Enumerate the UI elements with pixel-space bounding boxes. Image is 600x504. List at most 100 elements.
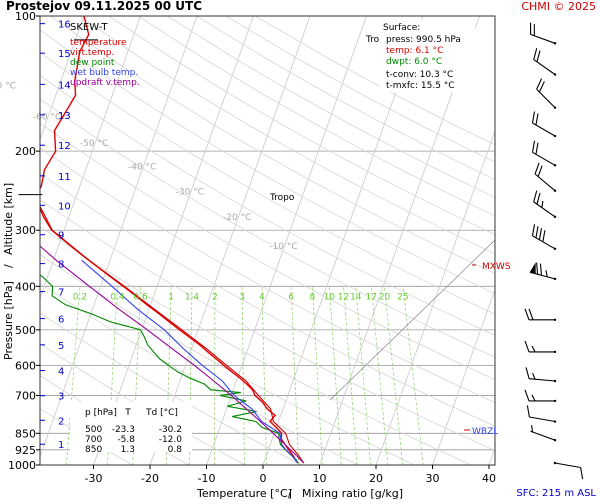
y-tick-label: 300 (15, 224, 36, 237)
mixing-ratio-line (356, 286, 371, 465)
wind-barb (525, 405, 558, 422)
freezing-guide-line (330, 240, 495, 400)
altitude-tick-label: 16 (58, 20, 71, 31)
mixing-ratio-label: 20 (379, 292, 391, 302)
altitude-tick-label: 9 (58, 231, 64, 242)
barb-flag (538, 264, 545, 276)
surface-title: Surface: (383, 23, 420, 33)
mixing-ratio-label: 1 (168, 292, 174, 302)
tropopause-label-upper: Tro (365, 35, 380, 45)
legend-updraft: updraft v.temp. (70, 78, 140, 88)
barb-half-flag (532, 346, 535, 352)
mixing-ratio-label: 0.2 (73, 292, 87, 302)
barb-flag (525, 367, 530, 378)
altitude-tick-label: 11 (58, 172, 71, 183)
barb-base (554, 380, 557, 383)
barb-base (554, 277, 557, 280)
x-axis-label: Temperature [°C] (196, 487, 292, 500)
table-head-p: p [hPa] (85, 408, 117, 418)
wind-barb (530, 191, 563, 219)
mixing-ratio-label: 8 (310, 292, 316, 302)
isotherm-label: -40 °C (128, 163, 156, 173)
chart-title: Prostejov 09.11.2025 00 UTC (6, 0, 202, 13)
y-axis-label: Pressure [hPa] (2, 281, 15, 360)
legend-virt-temp: virt.temp. (70, 48, 114, 58)
surface-tmxfc: t-mxfc: 15.5 °C (386, 81, 455, 91)
tropopause-label: Tropo (269, 193, 295, 203)
legend-title: SKEW-T (70, 22, 108, 33)
surface-tconv: t-conv: 10.3 °C (386, 70, 453, 80)
isotherm-label: -70 °C (0, 82, 16, 92)
mixing-ratio-label: 6 (288, 292, 294, 302)
mixing-ratio-line (242, 286, 244, 465)
barb-flag (525, 390, 529, 401)
y-tick-label: 700 (15, 389, 36, 402)
x-tick-label: -10 (198, 472, 216, 485)
barb-half-flag (532, 395, 535, 401)
wind-barb (528, 141, 561, 167)
altitude-tick-label: 8 (58, 260, 64, 271)
mixing-ratio-label: 25 (397, 292, 408, 302)
x-tick-label: -30 (85, 472, 103, 485)
dry-adiabat (138, 16, 600, 465)
barb-staff (529, 379, 555, 381)
isotherm-label: -20 °C (223, 213, 251, 223)
x-tick-label: 20 (369, 472, 383, 485)
mixing-ratio-line (371, 286, 388, 465)
wind-barb (528, 224, 561, 250)
wind-barb (530, 48, 563, 76)
copyright: CHMI © 2025 (521, 0, 596, 13)
table-cell-p: 700 (85, 435, 102, 445)
barb-base (553, 42, 556, 45)
wind-barb (528, 111, 561, 137)
barb-base (554, 462, 557, 465)
altitude-tick-label: 10 (58, 201, 71, 212)
wind-barb (530, 262, 559, 281)
mixing-ratio-label: 10 (324, 292, 336, 302)
altitude-tick-label: 7 (58, 288, 64, 299)
wind-barb (525, 367, 557, 382)
wind-barb (533, 79, 564, 110)
table-cell-td: -30.2 (159, 425, 182, 435)
barb-flag (525, 309, 529, 320)
barb-base (554, 351, 556, 353)
mixing-ratio-label: 14 (350, 292, 362, 302)
mixing-ratio-label: 12 (338, 292, 349, 302)
surface-temp: temp: 6.1 °C (386, 46, 443, 56)
surface-elevation: SFC: 215 m ASL (516, 488, 596, 499)
y-tick-label: 600 (15, 359, 36, 372)
isotherm-line (489, 16, 600, 465)
surface-dwpt: dwpt: 6.0 °C (386, 57, 442, 67)
series-updraft-v-temp (0, 16, 304, 463)
x-tick-label: 30 (426, 472, 440, 485)
isotherm-line (546, 16, 600, 465)
barb-base (554, 319, 556, 321)
isotherm-label: -10 °C (269, 242, 297, 252)
altitude-tick-label: 6 (58, 315, 64, 326)
mixing-ratio-label: 2 (212, 292, 218, 302)
table-cell-t: -23.3 (112, 425, 135, 435)
barb-base (554, 420, 557, 423)
table-cell-p: 850 (85, 445, 102, 455)
mixing-ratio-label: 17 (365, 292, 376, 302)
surface-press: press: 990.5 hPa (386, 35, 461, 45)
y-tick-label: 850 (15, 427, 36, 440)
legend-temperature: temperature (70, 38, 127, 48)
barb-flag (529, 309, 533, 320)
barb-staff (529, 417, 555, 422)
altitude-tick-label: 2 (58, 416, 64, 427)
altitude-tick-label: 4 (58, 367, 64, 378)
table-cell-t: 1.3 (121, 445, 135, 455)
y-tick-label: 925 (15, 444, 36, 457)
isotherm-label: -50 °C (80, 139, 108, 149)
barb-half-flag (530, 425, 535, 432)
altitude-tick-label: 14 (58, 80, 71, 91)
dry-adiabat (80, 16, 600, 465)
x-tick-label: 0 (260, 472, 267, 485)
altitude-tick-label: 15 (58, 49, 71, 60)
mxws-label: MXWS (482, 262, 511, 272)
dry-adiabat (0, 16, 302, 465)
table-cell-t: -5.8 (117, 435, 135, 445)
mixing-ratio-line (329, 286, 341, 465)
